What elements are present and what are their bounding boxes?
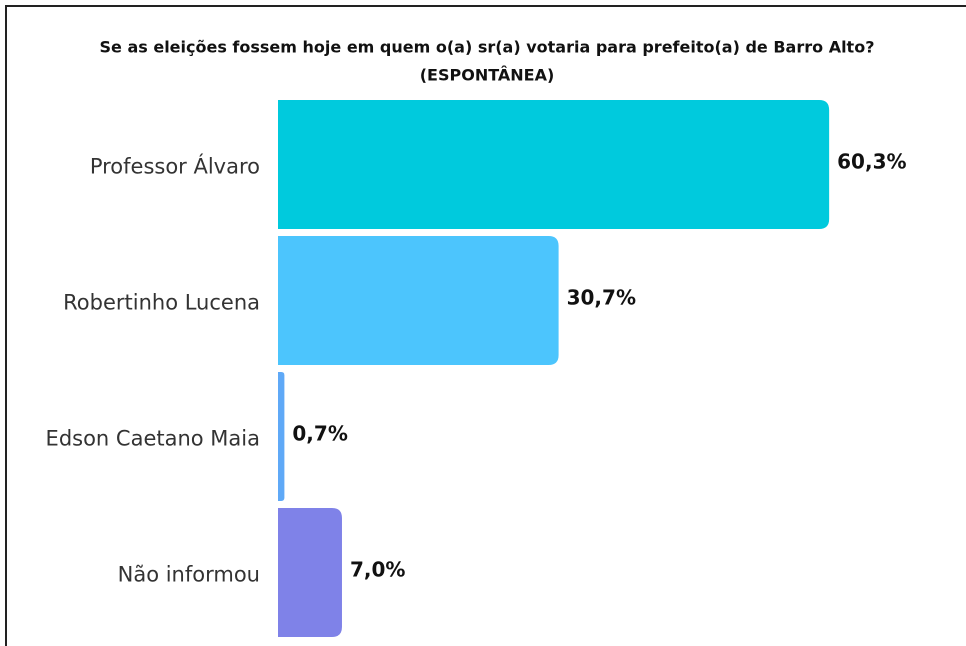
category-label: Robertinho Lucena (63, 291, 260, 315)
category-label: Não informou (118, 563, 260, 587)
chart-title: Se as eleições fossem hoje em quem o(a) … (100, 38, 875, 57)
bar (278, 372, 285, 501)
bar (278, 508, 342, 637)
value-label: 60,3% (837, 150, 906, 174)
chart-subtitle: (ESPONTÂNEA) (420, 66, 555, 85)
bar (278, 236, 559, 365)
value-label: 30,7% (567, 286, 636, 310)
value-label: 7,0% (350, 558, 405, 582)
bar (278, 100, 830, 229)
frame (5, 5, 966, 646)
category-label: Edson Caetano Maia (46, 427, 260, 451)
category-label: Professor Álvaro (90, 154, 260, 179)
value-label: 0,7% (292, 422, 347, 446)
